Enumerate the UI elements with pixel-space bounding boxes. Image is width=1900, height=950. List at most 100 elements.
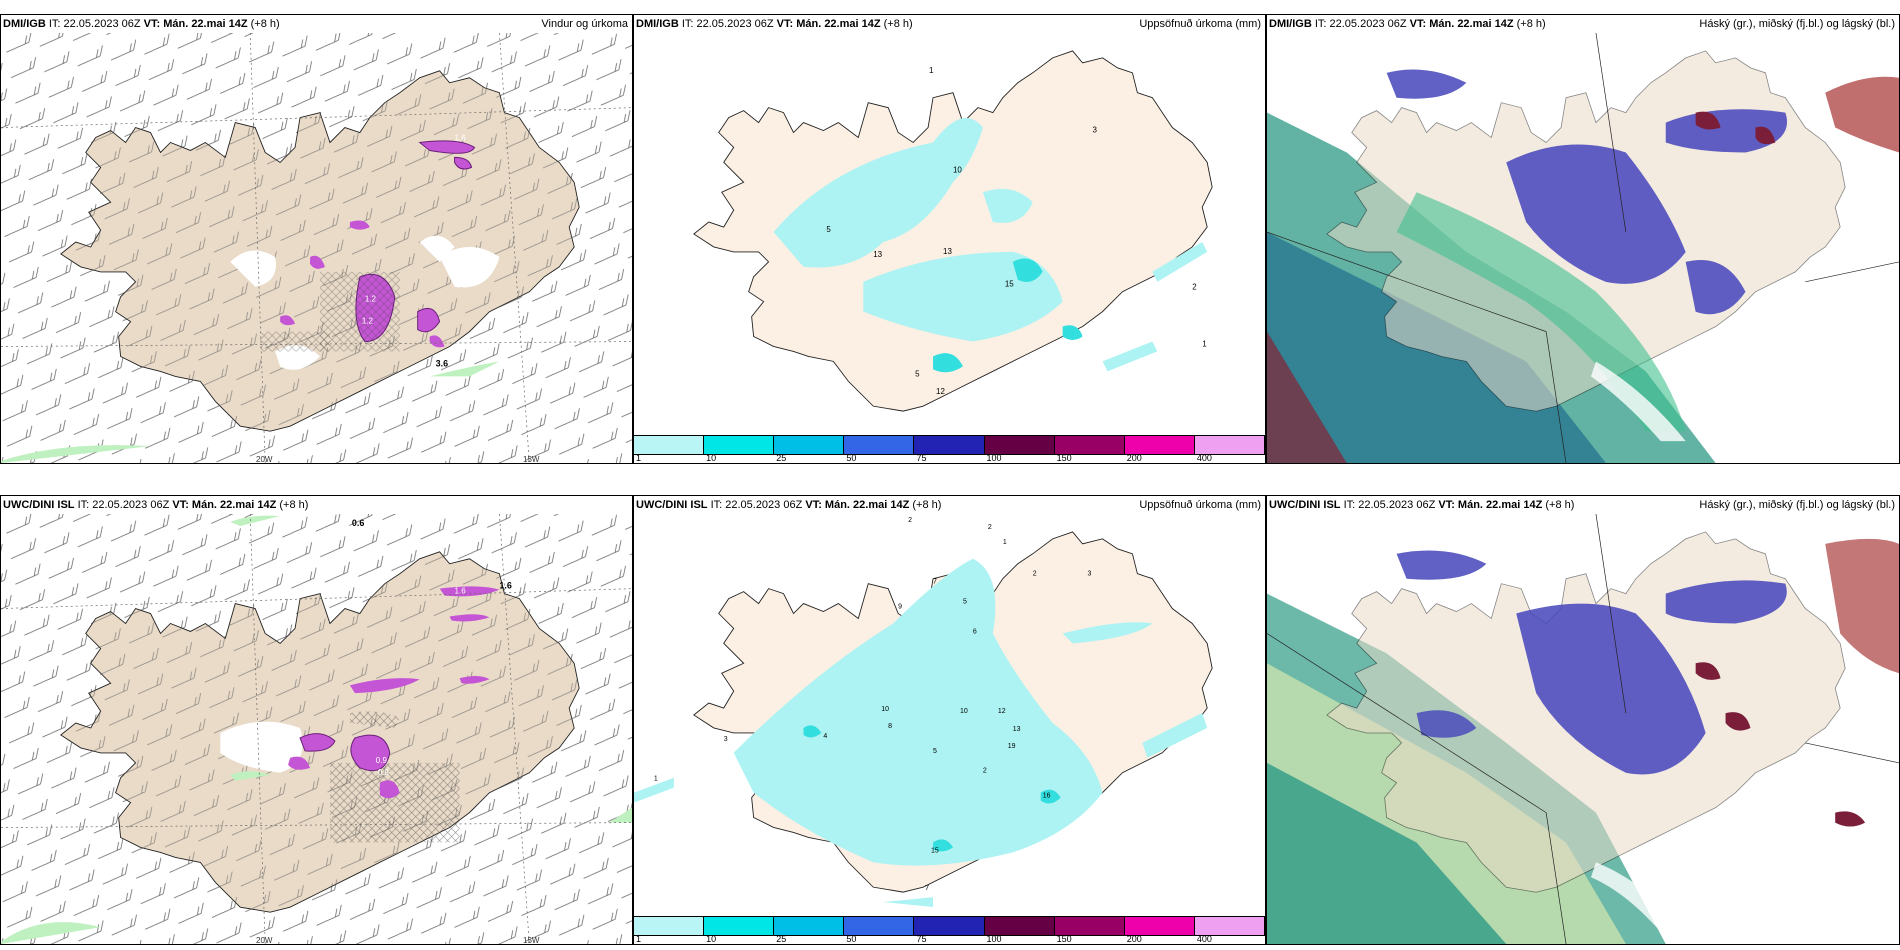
init-time: IT: 22.05.2023 06Z: [681, 18, 774, 30]
precip-number: 2: [983, 768, 987, 775]
colorbar-segment: [1194, 436, 1265, 454]
colorbar-segment: [984, 917, 1055, 935]
precip-number: 7: [925, 885, 929, 892]
colorbar-label: 10: [706, 453, 717, 463]
colorbar-label: 200: [1126, 453, 1142, 463]
colorbar-label: 1: [636, 453, 642, 463]
wind-label: 1.2: [365, 295, 377, 304]
precip-number: 16: [1043, 793, 1051, 800]
precip-map[interactable]: 2 2 1 2 3 7 9 5 10 10 13 12 8 4 5 6 2 3 …: [634, 514, 1265, 916]
colorbar-segment: [844, 436, 915, 454]
panel-bottom-wind: UWC/DINI ISL IT: 22.05.2023 06Z VT: Mán.…: [0, 495, 633, 945]
colorbar-label: 400: [1196, 453, 1212, 463]
lead-time: (+8 h): [912, 499, 942, 511]
model-name: DMI/IGB: [636, 18, 679, 30]
colorbar-label: 200: [1126, 934, 1142, 944]
precip-number: 12: [998, 708, 1006, 715]
lon-label: 15W: [523, 455, 540, 464]
valid-time: Mán. 22.mai 14Z: [163, 18, 248, 30]
lead-time: (+8 h): [1516, 18, 1546, 30]
init-time: IT: 22.05.2023 06Z: [710, 499, 803, 511]
panel-top-wind: DMI/IGB IT: 22.05.2023 06Z VT: Mán. 22.m…: [0, 14, 633, 464]
precip-number: 1: [1202, 339, 1207, 348]
precip-number: 10: [953, 165, 962, 174]
wind-label: 0.9: [376, 756, 388, 765]
colorbar-label: 100: [986, 453, 1002, 463]
cloud-map[interactable]: [1267, 33, 1899, 463]
panel-header: UWC/DINI ISL IT: 22.05.2023 06Z VT: Mán.…: [1, 496, 632, 514]
colorbar-segment: [1124, 917, 1195, 935]
valid-label: VT:: [805, 499, 822, 511]
colorbar-segment: [634, 917, 705, 935]
precip-map[interactable]: 1 3 10 5 13 13 15 2 1 5 12: [634, 33, 1265, 435]
valid-time: Mán. 22.mai 14Z: [191, 499, 277, 511]
precip-number: 10: [881, 706, 889, 713]
colorbar: 1 10 25 50 75 100 150 200 400: [634, 435, 1265, 463]
lon-label: 20W: [256, 936, 273, 945]
colorbar: 1 10 25 50 75 100 150 200 400: [634, 916, 1265, 944]
wind-label: 1.2: [362, 317, 374, 326]
model-name: DMI/IGB: [3, 18, 46, 30]
lon-label: 15W: [523, 936, 540, 945]
lon-label: 20W: [256, 455, 273, 464]
panel-title: Uppsöfnuð úrkoma (mm): [1139, 18, 1261, 30]
wind-label: 0.6: [352, 518, 364, 528]
wind-label: 1.6: [455, 134, 467, 143]
precip-number: 5: [963, 599, 967, 606]
model-name: UWC/DINI ISL: [636, 499, 708, 511]
panel-top-precip: DMI/IGB IT: 22.05.2023 06Z VT: Mán. 22.m…: [633, 14, 1266, 464]
precip-number: 5: [826, 225, 831, 234]
precip-number: 2: [988, 524, 992, 531]
colorbar-segment: [914, 436, 985, 454]
valid-time: Mán. 22.mai 14Z: [1429, 18, 1514, 30]
wind-map[interactable]: 1.2 1.2 1.6 3.6: [1, 33, 632, 463]
precip-number: 3: [1093, 126, 1098, 135]
lead-time: (+8 h): [250, 18, 280, 30]
panel-header: DMI/IGB IT: 22.05.2023 06Z VT: Mán. 22.m…: [1, 15, 632, 33]
init-time: IT: 22.05.2023 06Z: [1343, 499, 1436, 511]
colorbar-segment: [1124, 436, 1195, 454]
cloud-map[interactable]: [1267, 514, 1899, 944]
precip-number: 8: [888, 723, 892, 730]
colorbar-label: 150: [1056, 934, 1072, 944]
precip-number: 13: [943, 247, 952, 256]
init-time: IT: 22.05.2023 06Z: [77, 499, 170, 511]
colorbar-segment: [634, 436, 705, 454]
panel-title: Vindur og úrkoma: [541, 18, 628, 30]
colorbar-label: 50: [846, 934, 857, 944]
colorbar-label: 400: [1196, 934, 1212, 944]
colorbar-label: 50: [846, 453, 857, 463]
colorbar-segment: [844, 917, 915, 935]
colorbar-segment: [774, 917, 845, 935]
colorbar-segment: [1054, 917, 1125, 935]
panel-top-cloud: DMI/IGB IT: 22.05.2023 06Z VT: Mán. 22.m…: [1266, 14, 1900, 464]
panel-header: DMI/IGB IT: 22.05.2023 06Z VT: Mán. 22.m…: [1267, 15, 1899, 33]
init-time: IT: 22.05.2023 06Z: [48, 18, 141, 30]
valid-label: VT:: [172, 499, 189, 511]
valid-label: VT:: [776, 18, 794, 30]
precip-number: 15: [1005, 280, 1014, 289]
model-name: UWC/DINI ISL: [1269, 499, 1341, 511]
colorbar-label: 10: [706, 934, 717, 944]
wind-label: 0.9: [378, 768, 390, 777]
panel-title: Uppsöfnuð úrkoma (mm): [1139, 499, 1261, 511]
colorbar-segment: [1194, 917, 1265, 935]
precip-number: 1: [929, 66, 934, 75]
precip-number: 2: [908, 517, 912, 524]
precip-number: 5: [915, 369, 920, 378]
valid-label: VT:: [1438, 499, 1455, 511]
precip-number: 19: [1008, 743, 1016, 750]
model-name: UWC/DINI ISL: [3, 499, 75, 511]
precip-number: 13: [1013, 726, 1021, 733]
panel-title: Háský (gr.), miðský (fj.bl.) og lágský (…: [1699, 18, 1895, 30]
colorbar-segment: [914, 917, 985, 935]
init-time: IT: 22.05.2023 06Z: [1314, 18, 1407, 30]
colorbar-segment: [984, 436, 1055, 454]
precip-number: 3: [724, 736, 728, 743]
panel-title: Háský (gr.), miðský (fj.bl.) og lágský (…: [1699, 499, 1895, 511]
valid-time: Mán. 22.mai 14Z: [1457, 499, 1543, 511]
precip-number: 10: [960, 708, 968, 715]
precip-number: 4: [823, 733, 827, 740]
wind-map[interactable]: 0.6 1.6 1.6 0.9 0.9: [1, 514, 632, 944]
lead-time: (+8 h): [1545, 499, 1575, 511]
